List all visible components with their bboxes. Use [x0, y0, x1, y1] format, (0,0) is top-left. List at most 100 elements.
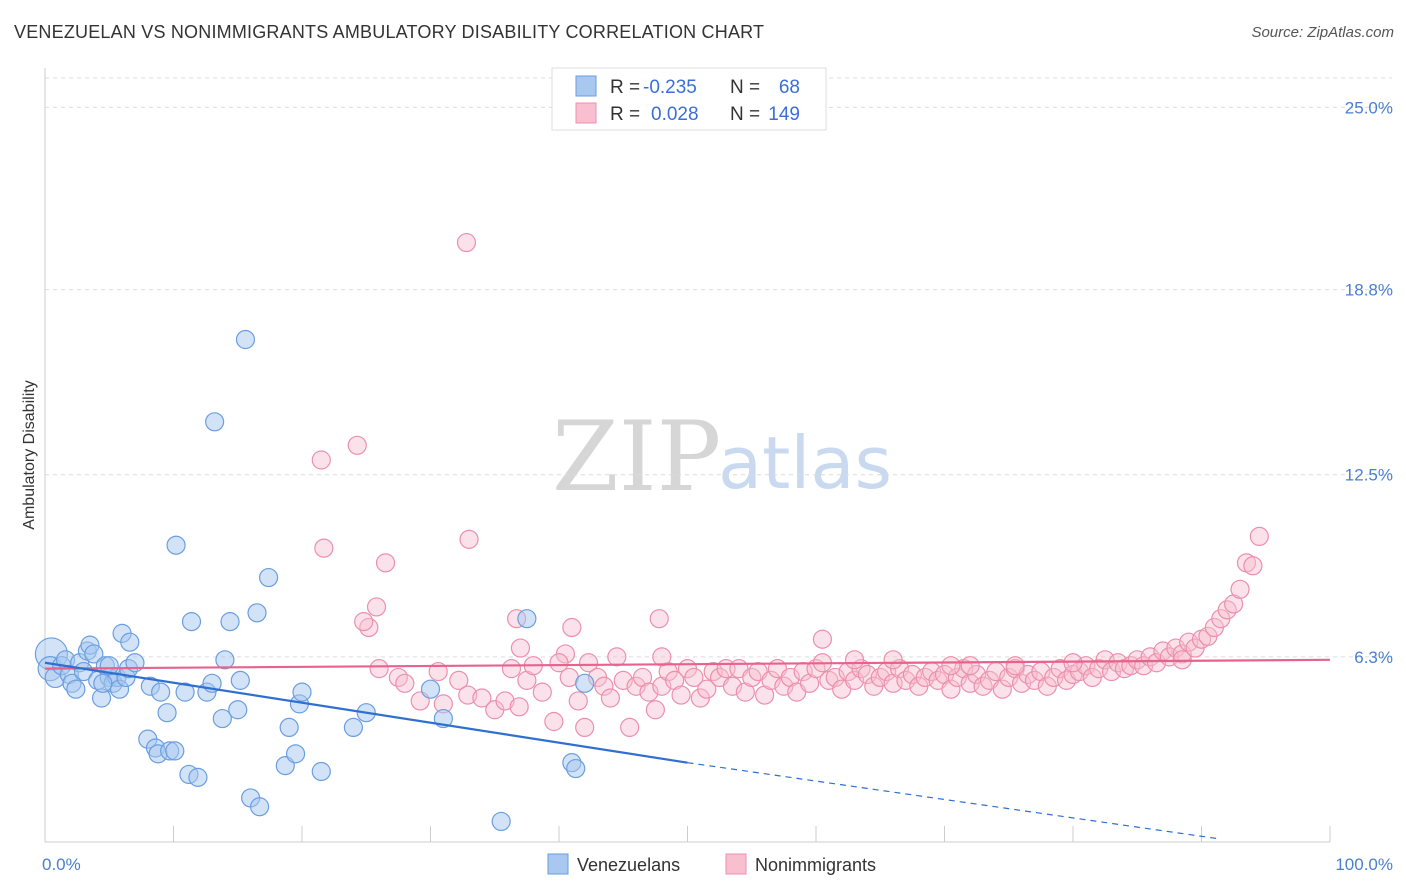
- series-legend-venezuelans: Venezuelans: [577, 855, 680, 875]
- venezuelans-point: [575, 673, 595, 693]
- y-tick-labels: 6.3% 12.5% 18.8% 25.0%: [1345, 98, 1393, 666]
- y-tick-label: 25.0%: [1345, 98, 1393, 117]
- nonimmigrants-point: [1249, 526, 1269, 547]
- nonimmigrants-point: [366, 597, 387, 617]
- venezuelans-point: [235, 329, 256, 350]
- nonimmigrants-point: [544, 711, 564, 732]
- venezuelans-points: [34, 329, 595, 832]
- venezuelans-point: [566, 758, 586, 779]
- nonimmigrants-point: [600, 688, 621, 708]
- venezuelans-point: [165, 741, 185, 761]
- stats-legend: R = -0.235 N = 68 R = 0.028 N = 149: [551, 67, 827, 131]
- venezuelans-point: [292, 682, 312, 702]
- nonimmigrants-point: [594, 676, 614, 696]
- venezuelans-point: [517, 609, 537, 629]
- nonimmigrants-point: [568, 691, 588, 711]
- nonimmigrants-point: [992, 679, 1012, 699]
- venezuelans-point: [157, 703, 177, 723]
- legend-r-value: 0.028: [651, 104, 699, 125]
- nonimmigrants-point: [1243, 556, 1263, 576]
- chart-title: VENEZUELAN VS NONIMMIGRANTS AMBULATORY D…: [14, 22, 765, 42]
- nonimmigrants-point: [844, 650, 865, 670]
- nonimmigrants-point: [456, 232, 477, 253]
- venezuelans-point: [212, 708, 232, 729]
- venezuelans-point: [166, 535, 186, 555]
- y-axis-title: Ambulatory Disability: [21, 380, 38, 529]
- grid-lines: [45, 77, 1392, 658]
- nonimmigrants-point: [645, 700, 665, 720]
- watermark-zip: ZIP: [552, 401, 721, 513]
- nonimmigrants-point: [562, 617, 582, 638]
- venezuelans-point: [120, 632, 140, 652]
- nonimmigrants-point: [459, 529, 479, 549]
- nonimmigrants-point: [472, 688, 492, 708]
- nonimmigrants-point: [495, 691, 515, 711]
- legend-n-value: 149: [768, 104, 800, 125]
- nonimmigrants-point: [509, 697, 529, 717]
- nonimmigrants-point: [883, 650, 903, 670]
- venezuelans-trend-line: [44, 661, 688, 764]
- series-legend: Venezuelans Nonimmigrants: [547, 853, 876, 875]
- nonimmigrants-point: [578, 653, 599, 673]
- venezuelans-point: [215, 650, 235, 670]
- venezuelans-trend-extension: [687, 762, 1221, 840]
- nonimmigrants-point: [311, 450, 331, 470]
- legend-n-label: N =: [730, 104, 760, 125]
- nonimmigrants-point: [671, 685, 691, 705]
- venezuelans-point: [311, 761, 331, 782]
- venezuelans-point: [247, 603, 267, 623]
- venezuelans-point: [285, 744, 306, 764]
- x-tick-label: 0.0%: [42, 855, 81, 874]
- venezuelans-point: [99, 656, 119, 676]
- nonimmigrants-point: [620, 717, 640, 738]
- nonimmigrants-trend-line: [44, 658, 1331, 670]
- legend-swatch-nonimmigrants: [575, 102, 597, 124]
- nonimmigrants-point: [449, 670, 469, 690]
- venezuelans-point: [181, 612, 202, 632]
- watermark-atlas: atlas: [718, 421, 892, 505]
- nonimmigrants-point: [501, 659, 522, 679]
- venezuelans-point: [220, 612, 240, 632]
- legend-r-label: R =: [610, 104, 640, 125]
- nonimmigrants-point: [354, 612, 374, 632]
- nonimmigrants-point: [510, 638, 531, 658]
- series-legend-nonimmigrants: Nonimmigrants: [755, 855, 876, 875]
- venezuelans-point: [279, 717, 299, 738]
- y-tick-label: 18.8%: [1345, 281, 1393, 300]
- nonimmigrants-point: [684, 667, 704, 688]
- venezuelans-point: [420, 679, 441, 699]
- nonimmigrants-point: [532, 682, 552, 702]
- nonimmigrants-point: [941, 656, 961, 676]
- nonimmigrants-point: [607, 647, 627, 667]
- nonimmigrants-point: [575, 717, 595, 738]
- nonimmigrants-point: [395, 673, 415, 693]
- nonimmigrants-point: [458, 685, 478, 705]
- legend-r-label: R =: [610, 77, 640, 98]
- nonimmigrants-point: [649, 609, 669, 629]
- nonimmigrants-point: [960, 656, 980, 676]
- nonimmigrants-point: [652, 647, 672, 667]
- venezuelans-point: [188, 767, 208, 787]
- series-legend-swatch-nonimmigrants: [725, 853, 747, 875]
- nonimmigrants-point: [1230, 579, 1250, 599]
- nonimmigrants-point: [812, 629, 833, 649]
- axes: [44, 68, 1331, 843]
- venezuelans-point: [175, 682, 195, 702]
- venezuelans-point: [93, 673, 113, 693]
- trend-lines: [44, 658, 1331, 840]
- nonimmigrants-point: [1063, 653, 1083, 673]
- legend-n-label: N =: [730, 77, 760, 98]
- venezuelans-point: [205, 412, 225, 432]
- nonimmigrants-point: [697, 679, 717, 699]
- nonimmigrants-point: [314, 538, 334, 558]
- y-tick-label: 12.5%: [1345, 466, 1393, 485]
- watermark: ZIP atlas: [552, 401, 892, 513]
- venezuelans-point: [151, 682, 171, 702]
- venezuelans-point: [84, 644, 104, 664]
- venezuelans-point: [491, 811, 511, 832]
- nonimmigrants-point: [549, 653, 569, 673]
- nonimmigrants-point: [428, 661, 448, 682]
- legend-swatch-venezuelans: [575, 75, 597, 97]
- venezuelans-point: [343, 717, 363, 738]
